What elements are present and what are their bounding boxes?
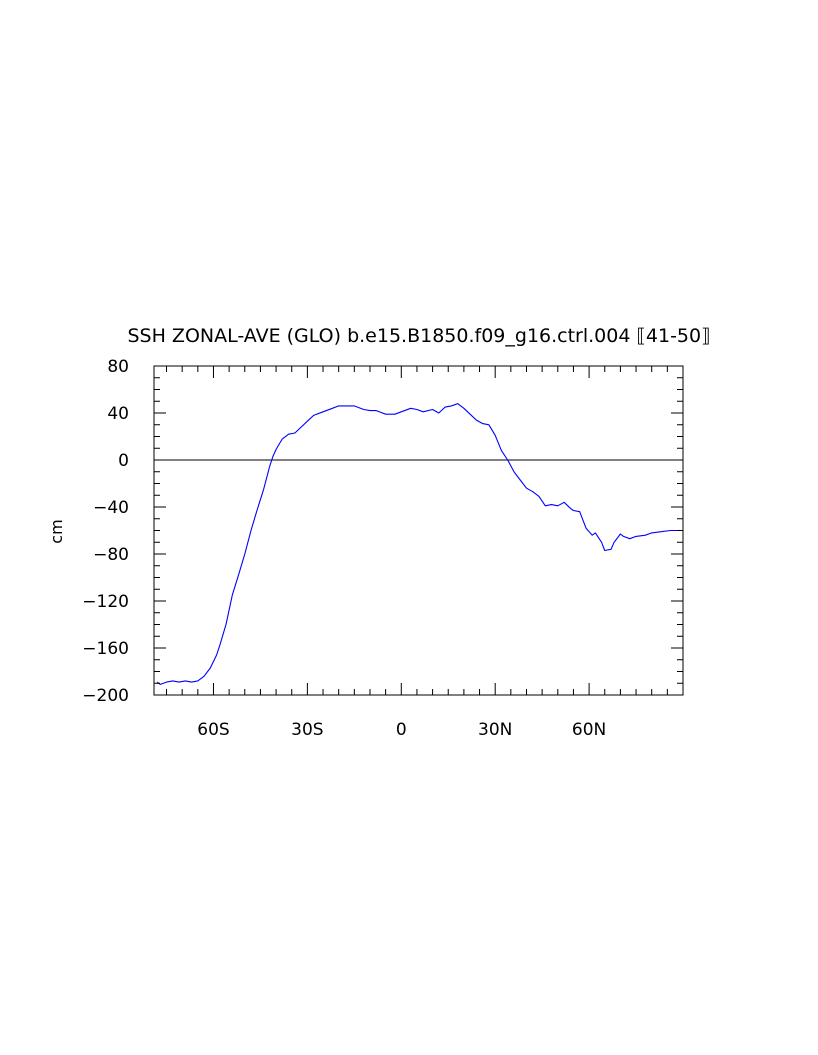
series-layer [156, 403, 680, 685]
y-tick-label: −40 [93, 498, 129, 518]
y-tick-label: −200 [82, 686, 129, 706]
x-tick-label: 30S [291, 720, 323, 740]
ssh-series-line [156, 403, 680, 685]
y-tick-label: −80 [93, 545, 129, 565]
y-tick-label: −120 [82, 592, 129, 612]
y-tick-label: 0 [118, 451, 129, 471]
ticks-layer [154, 365, 684, 696]
y-tick-label: −160 [82, 639, 129, 659]
chart-title: SSH ZONAL-AVE (GLO) b.e15.B1850.f09_g16.… [127, 325, 710, 347]
tick-labels-layer: 80 40 0 −40 −80 −120 −160 −200 60S 30S 0 30N 60N [82, 357, 606, 740]
y-tick-label: 40 [107, 404, 129, 424]
x-tick-label: 30N [478, 720, 512, 740]
x-tick-label: 0 [396, 720, 407, 740]
x-tick-label: 60N [572, 720, 606, 740]
plot-frame [153, 365, 684, 696]
y-axis-label: cm [47, 519, 66, 543]
y-tick-label: 80 [107, 357, 129, 377]
x-tick-label: 60S [197, 720, 229, 740]
